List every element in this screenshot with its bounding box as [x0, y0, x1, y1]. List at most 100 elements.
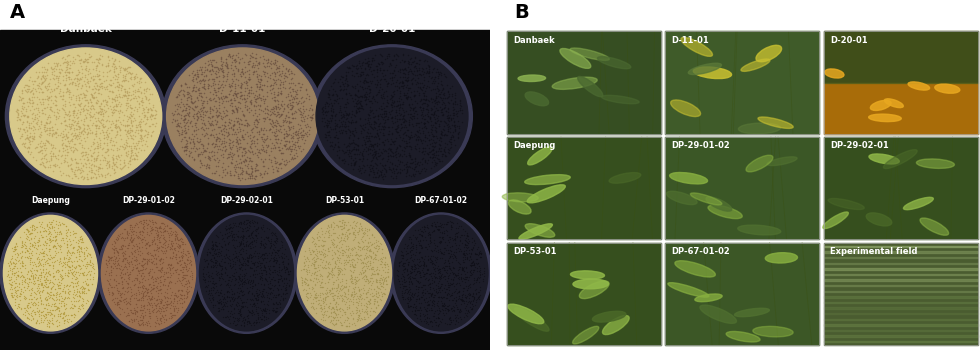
Point	[385, 100, 401, 105]
Point	[372, 84, 388, 90]
Point	[260, 56, 275, 62]
Point	[241, 93, 257, 98]
Point	[20, 305, 35, 310]
Point	[120, 92, 135, 98]
Point	[242, 144, 258, 149]
Point	[448, 128, 464, 134]
Point	[421, 290, 437, 296]
Point	[263, 280, 278, 286]
Point	[428, 153, 444, 158]
Point	[134, 317, 150, 322]
Point	[355, 125, 370, 131]
Point	[108, 282, 123, 288]
Point	[279, 103, 295, 109]
Point	[232, 127, 248, 132]
Point	[374, 155, 390, 161]
Point	[104, 110, 120, 115]
Point	[103, 269, 119, 275]
Point	[467, 251, 483, 257]
Point	[229, 322, 245, 327]
Point	[227, 276, 243, 281]
Point	[59, 241, 74, 247]
Point	[38, 281, 54, 286]
Text: DP-29-02-01: DP-29-02-01	[830, 141, 889, 150]
Point	[249, 237, 265, 243]
Point	[411, 296, 426, 302]
Point	[323, 139, 339, 145]
Point	[394, 290, 410, 296]
Point	[215, 160, 230, 166]
Point	[104, 112, 120, 118]
Point	[234, 66, 250, 71]
Point	[3, 274, 19, 280]
Point	[460, 240, 475, 246]
Point	[413, 85, 428, 91]
Point	[169, 94, 184, 99]
Point	[128, 152, 144, 158]
Point	[350, 229, 366, 234]
Point	[17, 113, 32, 119]
Point	[275, 108, 291, 114]
Point	[331, 110, 347, 115]
Point	[421, 69, 437, 74]
Point	[356, 255, 371, 260]
Point	[24, 134, 39, 139]
Point	[265, 301, 280, 307]
Point	[71, 248, 86, 254]
Point	[141, 281, 157, 287]
Point	[45, 234, 61, 239]
Point	[241, 222, 257, 228]
Point	[112, 157, 127, 163]
Point	[112, 301, 127, 307]
Point	[346, 321, 362, 326]
Point	[233, 219, 249, 225]
Point	[45, 127, 61, 133]
Point	[370, 290, 386, 296]
Point	[202, 104, 218, 110]
Point	[339, 148, 355, 153]
Point	[102, 89, 118, 94]
Point	[327, 113, 343, 119]
Point	[358, 97, 373, 102]
Point	[31, 308, 47, 314]
Point	[412, 232, 427, 237]
Point	[421, 281, 437, 286]
Point	[310, 255, 325, 261]
Point	[201, 68, 217, 73]
Point	[369, 99, 385, 105]
Point	[64, 250, 79, 255]
Point	[170, 106, 185, 112]
Point	[255, 251, 270, 257]
Point	[320, 90, 336, 96]
Point	[25, 262, 41, 267]
Point	[91, 83, 107, 89]
Point	[127, 317, 143, 322]
Point	[159, 254, 174, 259]
Point	[350, 148, 366, 153]
Point	[354, 105, 369, 111]
Point	[427, 268, 443, 274]
Point	[112, 246, 127, 252]
Point	[41, 317, 57, 323]
Point	[31, 219, 47, 225]
Point	[176, 93, 192, 98]
Point	[231, 293, 247, 299]
Point	[309, 310, 324, 315]
Point	[356, 274, 371, 279]
Point	[325, 279, 341, 285]
Point	[303, 251, 318, 257]
Point	[105, 61, 121, 66]
Point	[452, 103, 467, 108]
Point	[70, 280, 85, 285]
Point	[134, 303, 150, 309]
Point	[373, 172, 389, 178]
Point	[240, 165, 256, 170]
Point	[189, 71, 205, 76]
Point	[355, 79, 370, 85]
Point	[90, 90, 106, 96]
Point	[337, 309, 353, 314]
Point	[377, 259, 393, 265]
Point	[206, 256, 221, 261]
Point	[180, 260, 196, 266]
Point	[269, 105, 284, 110]
